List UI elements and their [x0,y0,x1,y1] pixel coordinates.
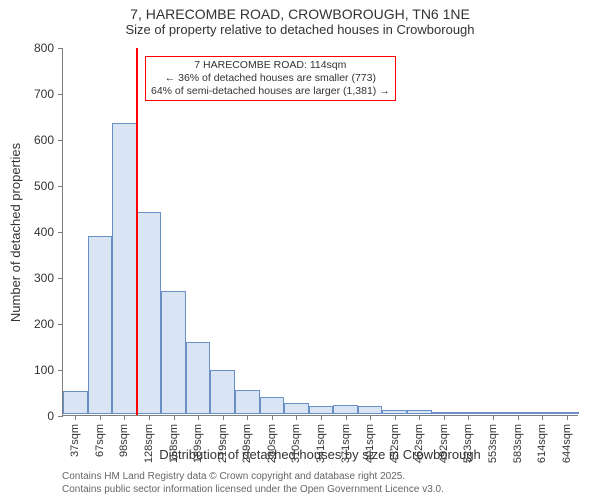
x-tick-mark [346,415,347,420]
x-tick-mark [395,415,396,420]
footer-line-2: Contains public sector information licen… [62,483,444,496]
y-tick-mark [58,416,63,417]
x-tick-mark [174,415,175,420]
x-tick-mark [223,415,224,420]
y-tick-mark [58,370,63,371]
histogram-bar [186,342,211,414]
y-tick-label: 600 [14,133,54,147]
histogram-bar [88,236,113,414]
y-tick-mark [58,186,63,187]
histogram-bar [161,291,186,414]
plot: 010020030040050060070080037sqm67sqm98sqm… [62,48,578,416]
footer-attribution: Contains HM Land Registry data © Crown c… [62,470,444,496]
histogram-bar [554,412,579,414]
page-title: 7, HARECOMBE ROAD, CROWBOROUGH, TN6 1NE [0,0,600,22]
x-tick-mark [444,415,445,420]
annotation-box: 7 HARECOMBE ROAD: 114sqm← 36% of detache… [145,56,396,101]
page-subtitle: Size of property relative to detached ho… [0,22,600,39]
x-tick-mark [493,415,494,420]
histogram-bar [358,406,383,414]
histogram-bar [481,412,506,414]
y-tick-label: 700 [14,87,54,101]
histogram-bar [333,405,358,414]
annotation-line: 7 HARECOMBE ROAD: 114sqm [151,59,390,72]
histogram-bar [309,406,334,414]
x-tick-mark [518,415,519,420]
y-tick-label: 0 [14,409,54,423]
histogram-bar [456,412,481,414]
y-tick-mark [58,278,63,279]
y-tick-label: 400 [14,225,54,239]
y-tick-label: 300 [14,271,54,285]
x-tick-mark [542,415,543,420]
histogram-bar [63,391,88,414]
x-tick-mark [272,415,273,420]
y-tick-label: 500 [14,179,54,193]
histogram-bar [137,212,162,414]
x-tick-mark [419,415,420,420]
y-tick-mark [58,94,63,95]
chart-container: 7, HARECOMBE ROAD, CROWBOROUGH, TN6 1NE … [0,0,600,500]
x-tick-mark [567,415,568,420]
marker-line [136,48,138,415]
x-tick-mark [247,415,248,420]
x-tick-mark [124,415,125,420]
y-tick-label: 800 [14,41,54,55]
y-tick-mark [58,324,63,325]
x-tick-mark [100,415,101,420]
x-tick-mark [296,415,297,420]
histogram-bar [407,410,432,414]
x-tick-mark [75,415,76,420]
histogram-bar [530,412,555,414]
annotation-line: ← 36% of detached houses are smaller (77… [151,72,390,85]
annotation-line: 64% of semi-detached houses are larger (… [151,85,390,98]
y-tick-mark [58,140,63,141]
histogram-bar [112,123,137,414]
histogram-bar [260,397,285,414]
y-tick-label: 100 [14,363,54,377]
footer-line-1: Contains HM Land Registry data © Crown c… [62,470,444,483]
y-tick-mark [58,48,63,49]
y-tick-mark [58,232,63,233]
x-tick-mark [468,415,469,420]
histogram-bar [505,412,530,414]
x-tick-mark [370,415,371,420]
x-tick-mark [198,415,199,420]
histogram-bar [210,370,235,414]
chart-plot-area: 010020030040050060070080037sqm67sqm98sqm… [62,48,578,416]
histogram-bar [432,412,457,414]
x-axis-label: Distribution of detached houses by size … [62,447,578,462]
y-tick-label: 200 [14,317,54,331]
x-tick-mark [149,415,150,420]
x-tick-mark [321,415,322,420]
histogram-bar [284,403,309,414]
histogram-bar [382,410,407,414]
histogram-bar [235,390,260,414]
